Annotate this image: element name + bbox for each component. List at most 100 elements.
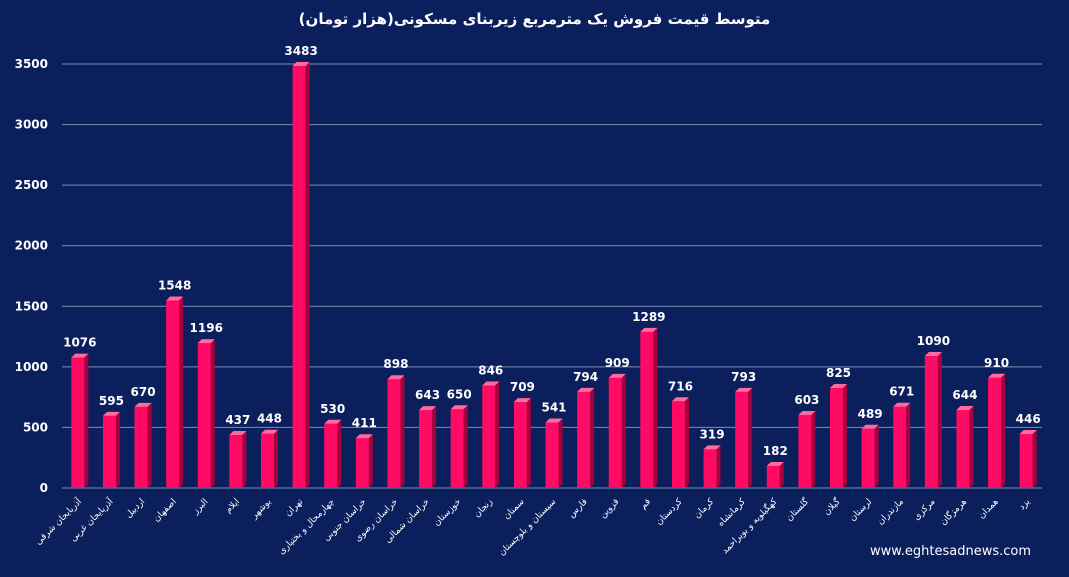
bar-top	[71, 353, 89, 358]
bar-front	[798, 414, 812, 488]
x-tick-label: کرمانشاه	[716, 497, 748, 529]
data-label: 489	[858, 407, 883, 421]
bar-side	[653, 327, 658, 488]
x-tick-label: چهارمحال و بختیاری	[277, 497, 337, 557]
bar	[640, 327, 658, 488]
x-tick-label: یزد	[1017, 497, 1033, 513]
bars	[71, 62, 1037, 489]
x-tick-label: سمنان	[502, 497, 527, 522]
bar	[71, 353, 89, 488]
data-label: 182	[763, 444, 788, 458]
bar-front	[292, 66, 306, 489]
bar-front	[134, 406, 148, 488]
bar-front	[703, 449, 717, 488]
data-label: 446	[1016, 412, 1041, 426]
bar-top	[577, 387, 595, 392]
bar	[893, 402, 911, 488]
bar-top	[260, 429, 278, 434]
bar-front	[640, 331, 654, 488]
bar	[924, 351, 942, 488]
chart-title: متوسط قیمت فروش یک مترمربع زیربنای مسکون…	[298, 10, 771, 28]
bar-side	[179, 296, 184, 488]
x-tick-label: قزوین	[598, 497, 621, 520]
x-tick-label: کرمان	[693, 497, 717, 521]
bar	[166, 296, 184, 488]
bar	[324, 419, 342, 488]
data-label: 1090	[917, 334, 950, 348]
bar-side	[147, 402, 152, 488]
bar-side	[906, 402, 911, 488]
bar-top	[798, 410, 816, 415]
bar-front	[71, 357, 85, 488]
bar-side	[874, 424, 879, 488]
bar	[260, 429, 278, 488]
bar-front	[387, 379, 401, 488]
bar-top	[671, 397, 689, 402]
data-labels: 1076 595 670 1548 1196 437 448 3483 530 411 898 643…	[63, 44, 1041, 458]
bar-front	[577, 391, 591, 488]
data-label: 437	[225, 413, 250, 427]
bar-front	[956, 409, 970, 488]
bar-top	[387, 375, 405, 380]
x-tick-label: بوشهر	[249, 497, 274, 522]
bar-side	[779, 461, 784, 488]
bar	[861, 424, 879, 488]
bar-side	[937, 351, 942, 488]
bar-side	[305, 62, 310, 489]
bar-front	[861, 428, 875, 488]
x-tick-label: زنجان	[472, 497, 495, 520]
bar-side	[526, 398, 531, 488]
data-label: 670	[131, 385, 156, 399]
x-tick-label: سیستان و بلوچستان	[497, 497, 558, 558]
bar-front	[766, 465, 780, 488]
data-label: 716	[668, 379, 693, 393]
bar-front	[893, 406, 907, 488]
bar-front	[608, 377, 622, 488]
bar	[703, 445, 721, 488]
bar	[450, 405, 468, 488]
bar	[419, 406, 437, 488]
bar-top	[640, 327, 658, 332]
x-tick-label: همدان	[977, 497, 1001, 521]
y-axis-ticks: 0 500 1000 1500 2000 2500 3000 3500	[15, 57, 48, 495]
x-tick-label: خوزستان	[432, 497, 463, 528]
bar-side	[273, 429, 278, 488]
y-tick-label: 500	[23, 420, 48, 434]
bar-side	[590, 387, 595, 488]
x-tick-label: اصفهان	[152, 497, 179, 524]
data-label: 1548	[158, 278, 191, 292]
bar	[798, 410, 816, 488]
bar-side	[621, 373, 626, 488]
bar-side	[843, 384, 848, 488]
bar-top	[1019, 429, 1037, 434]
bar	[292, 62, 310, 489]
bar-front	[197, 343, 211, 488]
bar-top	[924, 351, 942, 356]
bar	[229, 431, 247, 488]
bar-side	[337, 419, 342, 488]
data-label: 898	[383, 357, 408, 371]
bar-front	[166, 300, 180, 488]
bar	[102, 411, 120, 488]
data-label: 825	[826, 366, 851, 380]
data-label: 1076	[63, 336, 96, 350]
bar-front	[102, 415, 116, 488]
bar-side	[969, 405, 974, 488]
x-tick-label: گیلان	[821, 495, 843, 517]
bar	[735, 387, 753, 488]
bar-front	[988, 377, 1002, 488]
y-tick-label: 1000	[15, 360, 48, 374]
data-label: 793	[731, 370, 756, 384]
bar-side	[748, 387, 753, 488]
bar-side	[495, 381, 500, 488]
watermark-text: www.eghtesadnews.com	[870, 544, 1031, 559]
y-tick-label: 3000	[15, 118, 48, 132]
bar-side	[716, 445, 721, 488]
bar-front	[450, 409, 464, 488]
bar-top	[419, 406, 437, 411]
bar-top	[956, 405, 974, 410]
bar-front	[482, 385, 496, 488]
bar-top	[134, 402, 152, 407]
bar	[197, 339, 215, 488]
bar	[956, 405, 974, 488]
